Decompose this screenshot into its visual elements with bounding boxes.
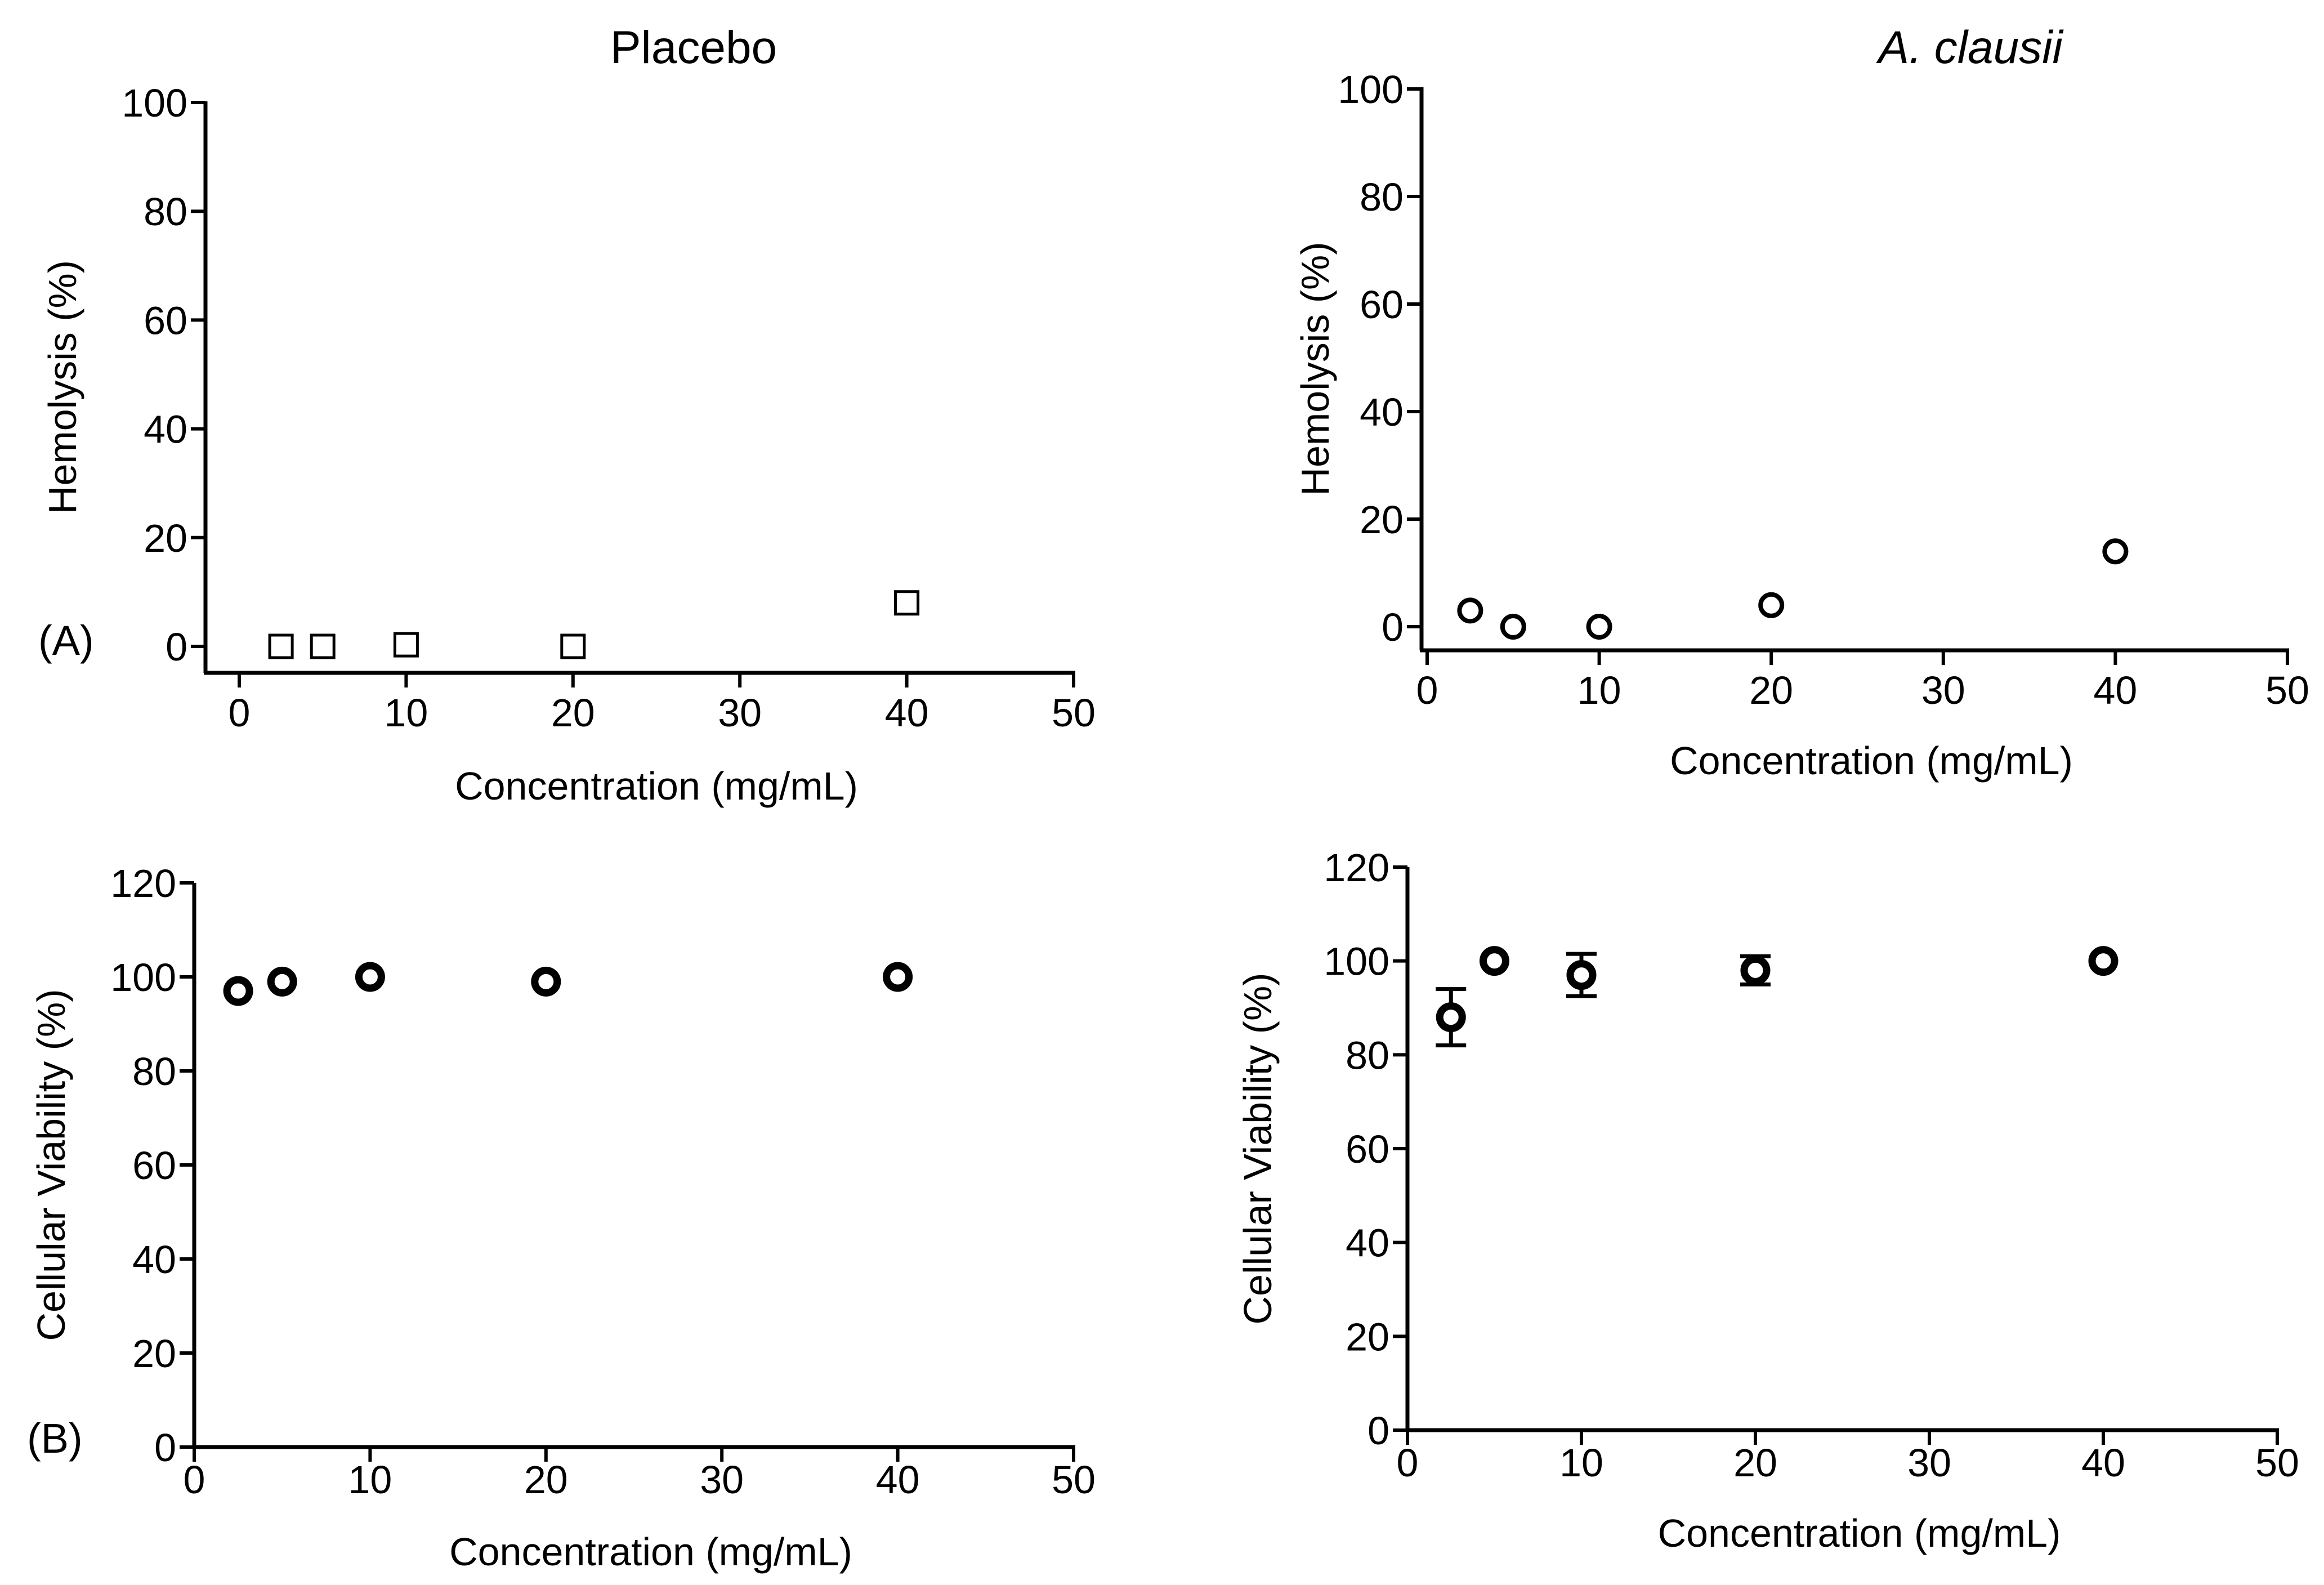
data-point [1586, 614, 1612, 640]
data-point [1480, 946, 1509, 976]
panel-label-b: (B) [27, 1415, 83, 1462]
data-point [355, 962, 385, 992]
x-tick-label: 20 [524, 1458, 568, 1502]
y-tick-label: 20 [132, 1332, 176, 1376]
x-tick-label: 50 [2265, 668, 2309, 712]
y-tick-label: 20 [1360, 498, 1404, 542]
y-tick-label: 40 [132, 1238, 176, 1282]
y-tick-label: 100 [122, 81, 187, 125]
y-tick-label: 20 [1346, 1315, 1389, 1359]
data-point [560, 633, 586, 659]
y-tick-label: 0 [1367, 1409, 1389, 1453]
title-clausii-genus: A. [1875, 22, 1921, 73]
y-tick-label: 100 [1324, 940, 1389, 984]
x-axis-label: Concentration (mg/mL) [455, 764, 858, 808]
y-tick-label: 80 [132, 1050, 176, 1093]
y-tick-label: 60 [1346, 1127, 1389, 1171]
data-point [268, 633, 294, 659]
y-tick-label: 80 [1360, 175, 1404, 219]
x-tick-label: 40 [885, 691, 929, 735]
x-tick-label: 10 [1577, 668, 1621, 712]
y-tick-label: 20 [144, 516, 187, 560]
x-tick-label: 20 [551, 691, 595, 735]
x-tick-label: 0 [184, 1458, 205, 1502]
title-clausii-species: clausii [1934, 22, 2064, 73]
data-point [1457, 597, 1483, 624]
x-tick-label: 10 [348, 1458, 392, 1502]
x-tick-label: 20 [1749, 668, 1793, 712]
y-tick-label: 40 [144, 408, 187, 452]
title-clausii: A. clausii [1875, 22, 2064, 73]
data-point [267, 966, 297, 997]
y-tick-label: 60 [132, 1144, 176, 1187]
data-point [1740, 955, 1771, 985]
x-axis-label: Concentration (mg/mL) [1658, 1511, 2061, 1555]
x-tick-label: 10 [384, 691, 428, 735]
data-point [1566, 960, 1597, 990]
y-tick-label: 0 [1382, 605, 1404, 649]
x-tick-label: 30 [1907, 1441, 1951, 1485]
y-axis-label: Cellular Viability (%) [29, 989, 73, 1341]
y-tick-label: 0 [154, 1426, 176, 1470]
y-tick-label: 0 [166, 625, 187, 669]
data-point [1500, 614, 1526, 640]
x-tick-label: 30 [718, 691, 762, 735]
x-tick-label: 30 [700, 1458, 744, 1502]
chart-clausii-viability: 0 20 40 60 80 100 120 0 10 20 30 40 50 Concentration … [1236, 846, 2299, 1555]
x-tick-label: 40 [2081, 1441, 2125, 1485]
y-tick-label: 100 [110, 956, 176, 999]
x-tick-label: 0 [1416, 668, 1438, 712]
x-tick-label: 40 [876, 1458, 920, 1502]
x-tick-label: 40 [2093, 668, 2137, 712]
x-tick-label: 10 [1559, 1441, 1603, 1485]
data-point [531, 966, 561, 997]
y-axis-label: Hemolysis (%) [41, 260, 84, 514]
y-tick-label: 120 [1324, 846, 1389, 890]
x-tick-label: 20 [1733, 1441, 1777, 1485]
x-tick-label: 50 [1052, 691, 1096, 735]
data-point [883, 962, 913, 992]
y-axis-label: Cellular Viability (%) [1236, 972, 1280, 1324]
data-point [2102, 538, 2129, 565]
title-placebo: Placebo [610, 22, 777, 73]
x-tick-label: 50 [2255, 1441, 2299, 1485]
data-point [2088, 946, 2119, 976]
y-tick-label: 80 [1346, 1033, 1389, 1077]
y-tick-label: 80 [144, 190, 187, 234]
y-tick-label: 100 [1338, 68, 1404, 111]
x-tick-label: 0 [1397, 1441, 1419, 1485]
chart-placebo-viability: 0 20 40 60 80 100 120 0 10 20 30 40 50 Concentration … [29, 861, 1096, 1574]
y-tick-label: 40 [1346, 1221, 1389, 1265]
x-axis-label: Concentration (mg/mL) [1670, 739, 2073, 783]
panel-label-a: (A) [38, 617, 94, 664]
data-point [310, 633, 336, 659]
data-point [223, 976, 253, 1006]
data-point [1758, 592, 1785, 618]
y-tick-label: 60 [1360, 283, 1404, 327]
y-tick-label: 60 [144, 298, 187, 342]
chart-clausii-hemolysis: 0 20 40 60 80 100 0 10 20 30 40 50 Concentration (mg… [1293, 68, 2309, 783]
x-tick-label: 0 [229, 691, 251, 735]
y-tick-label: 120 [110, 861, 176, 905]
chart-placebo-hemolysis: 0 20 40 60 80 100 0 10 20 30 40 50 Concentration (mg… [41, 81, 1096, 808]
x-tick-label: 30 [1921, 668, 1965, 712]
y-tick-label: 40 [1360, 390, 1404, 434]
y-axis-label: Hemolysis (%) [1293, 242, 1337, 495]
x-axis-label: Concentration (mg/mL) [449, 1530, 852, 1574]
data-point [393, 632, 419, 658]
data-point [894, 590, 920, 616]
data-point [1436, 1002, 1466, 1033]
x-tick-label: 50 [1052, 1458, 1096, 1502]
